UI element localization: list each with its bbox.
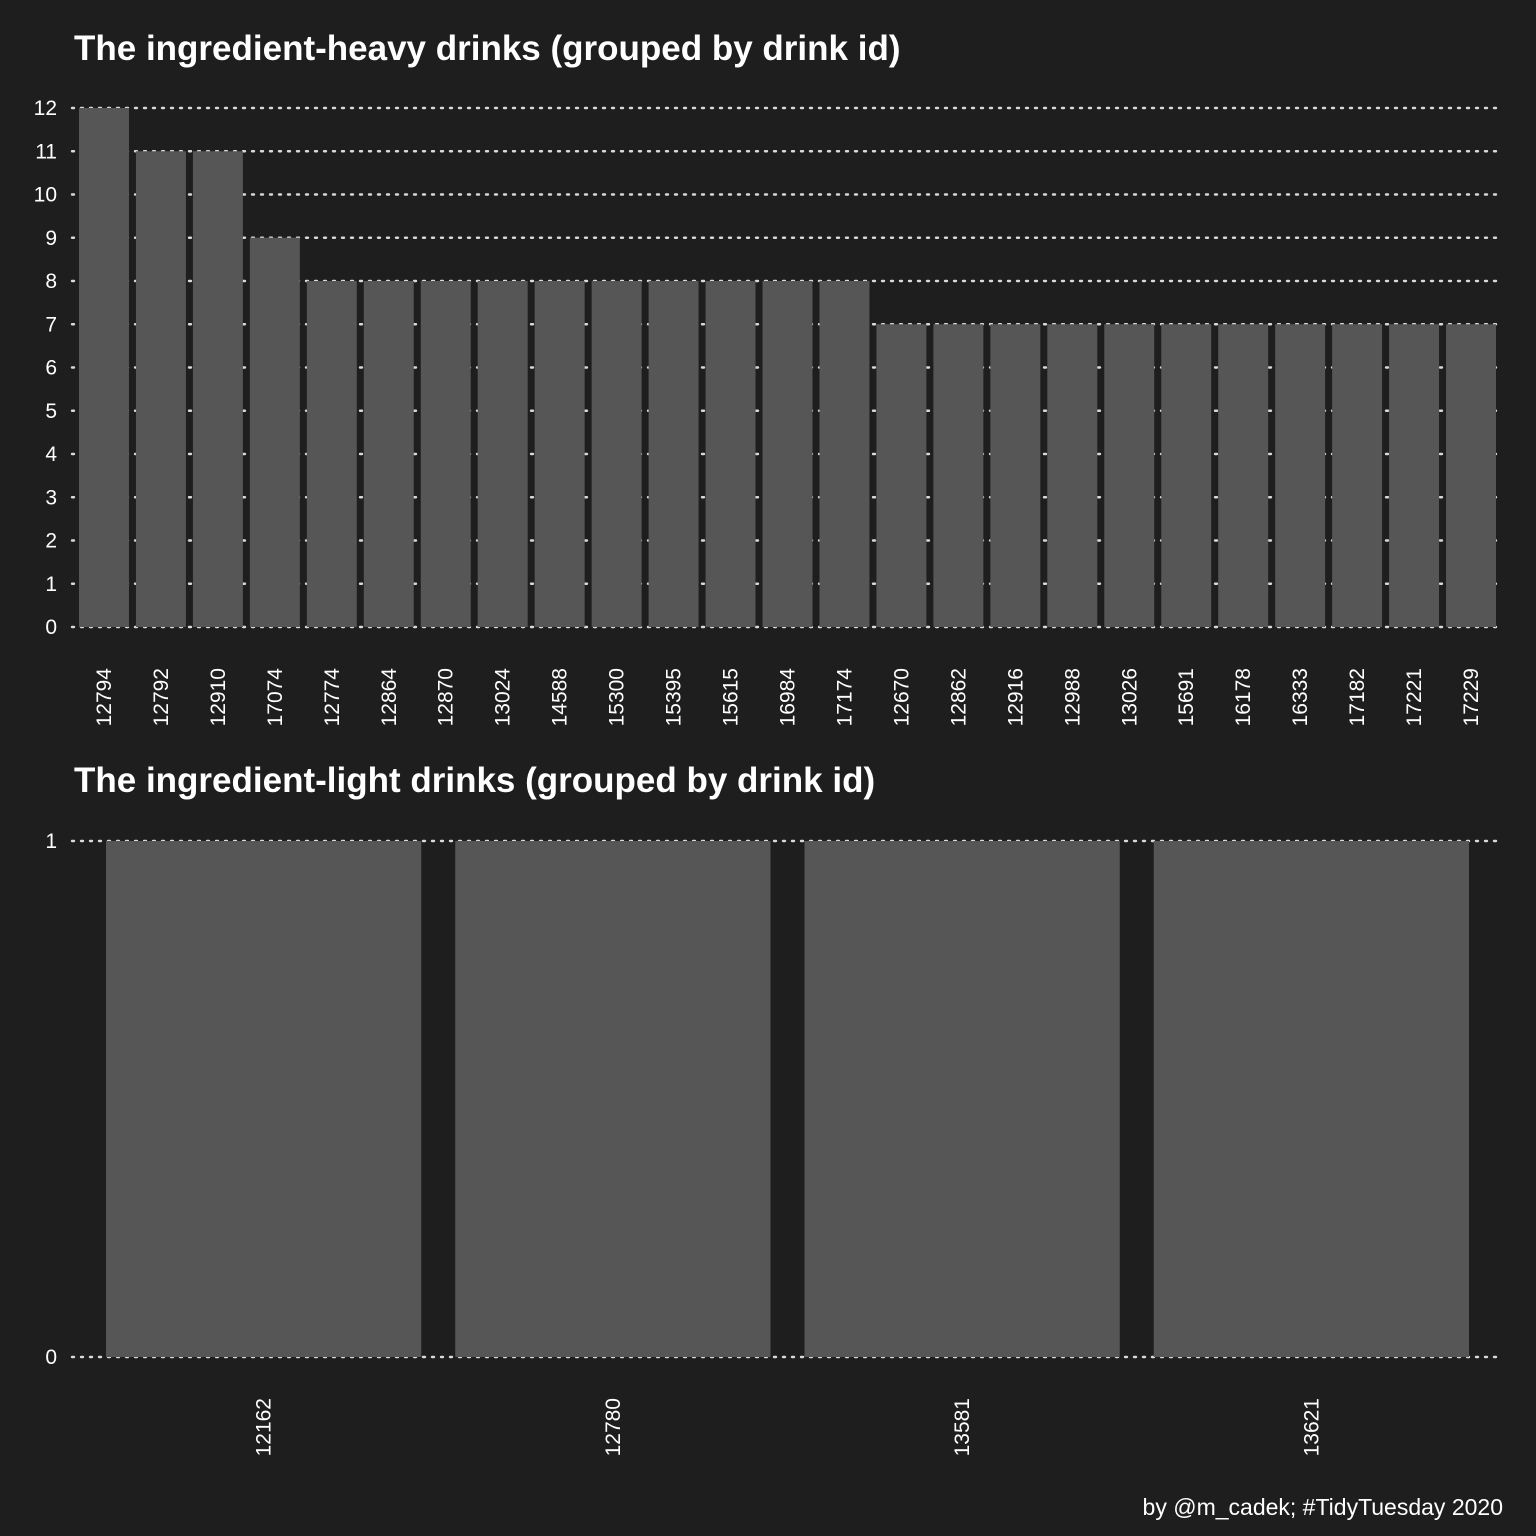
heavy-x-tick-label: 12870: [435, 668, 458, 726]
heavy-bar-17221: [1389, 324, 1440, 627]
heavy-drinks-title: The ingredient-heavy drinks (grouped by …: [74, 29, 900, 68]
heavy-x-tick-label: 17074: [264, 668, 287, 727]
heavy-x-tick-label: 12988: [1061, 668, 1084, 726]
heavy-y-tick-label: 4: [45, 443, 57, 466]
heavy-x-tick-label: 15300: [606, 668, 629, 726]
heavy-x-tick-label: 12862: [947, 668, 970, 726]
heavy-bar-16984: [762, 281, 813, 627]
heavy-y-tick-label: 5: [45, 400, 57, 423]
heavy-y-tick-label: 7: [45, 313, 57, 336]
heavy-x-tick-label: 15395: [663, 668, 686, 726]
heavy-x-tick-label: 15615: [720, 668, 743, 726]
heavy-y-tick-label: 3: [45, 486, 57, 509]
heavy-bar-13026: [1104, 324, 1155, 627]
light-bar-12780: [455, 841, 771, 1357]
heavy-x-tick-label: 15691: [1175, 668, 1198, 726]
heavy-bar-17229: [1446, 324, 1496, 627]
heavy-bar-15395: [648, 281, 699, 627]
heavy-bar-12864: [363, 281, 414, 627]
heavy-x-tick-label: 13026: [1118, 668, 1141, 726]
heavy-x-tick-label: 12916: [1004, 668, 1027, 726]
heavy-x-tick-label: 12794: [93, 668, 116, 727]
heavy-x-tick-label: 16333: [1289, 668, 1312, 726]
heavy-x-tick-label: 12670: [890, 668, 913, 726]
heavy-bar-12988: [1047, 324, 1098, 627]
light-drinks-x-axis: 12162 12780 13581 13621: [253, 1398, 1324, 1456]
heavy-bar-12774: [306, 281, 357, 627]
light-y-tick-label: 0: [45, 1346, 57, 1369]
heavy-y-tick-label: 1: [45, 573, 57, 596]
heavy-x-tick-label: 17182: [1346, 668, 1369, 726]
heavy-bar-12910: [192, 151, 243, 627]
heavy-x-tick-label: 14588: [549, 668, 572, 726]
light-x-tick-label: 12780: [602, 1398, 625, 1456]
light-drinks-bars: [106, 841, 1469, 1357]
heavy-x-tick-label: 16984: [777, 668, 800, 727]
heavy-bar-15300: [591, 281, 642, 627]
caption: by @m_cadek; #TidyTuesday 2020: [1143, 1494, 1503, 1520]
heavy-x-tick-label: 13024: [492, 668, 515, 727]
heavy-y-tick-label: 2: [45, 530, 57, 553]
heavy-bar-17182: [1332, 324, 1383, 627]
light-bar-13621: [1153, 841, 1469, 1357]
light-x-tick-label: 13581: [951, 1398, 974, 1456]
heavy-bar-16178: [1218, 324, 1269, 627]
heavy-bar-17074: [249, 237, 300, 627]
heavy-bar-12794: [79, 108, 129, 627]
heavy-bar-14588: [534, 281, 585, 627]
heavy-x-tick-label: 17229: [1460, 668, 1483, 726]
light-drinks-panel: The ingredient-light drinks (grouped by …: [45, 761, 1505, 1456]
light-x-tick-label: 13621: [1300, 1398, 1323, 1456]
heavy-x-tick-label: 12774: [321, 668, 344, 727]
heavy-bar-15691: [1161, 324, 1212, 627]
light-drinks-y-axis: 01: [45, 830, 57, 1369]
heavy-y-tick-label: 0: [45, 616, 57, 639]
heavy-drinks-x-axis: 12794 12792 12910 17074 12774 12864 12870 13024…: [93, 668, 1483, 727]
heavy-y-tick-label: 10: [34, 184, 57, 207]
heavy-x-tick-label: 17221: [1403, 668, 1426, 726]
light-drinks-title: The ingredient-light drinks (grouped by …: [74, 761, 875, 800]
light-bar-12162: [106, 841, 422, 1357]
heavy-y-tick-label: 12: [34, 97, 57, 120]
heavy-bar-17174: [819, 281, 870, 627]
heavy-bar-12916: [990, 324, 1041, 627]
heavy-bar-12870: [420, 281, 471, 627]
heavy-x-tick-label: 12864: [378, 668, 401, 727]
heavy-x-tick-label: 12792: [150, 668, 173, 726]
heavy-bar-12792: [135, 151, 186, 627]
heavy-bar-12862: [933, 324, 984, 627]
heavy-bar-15615: [705, 281, 756, 627]
heavy-bar-12670: [876, 324, 927, 627]
heavy-x-tick-label: 16178: [1232, 668, 1255, 726]
heavy-drinks-panel: The ingredient-heavy drinks (grouped by …: [34, 29, 1505, 727]
light-y-tick-label: 1: [45, 830, 57, 853]
heavy-x-tick-label: 17174: [833, 668, 856, 727]
heavy-drinks-bars: [79, 108, 1496, 627]
heavy-y-tick-label: 11: [35, 140, 57, 163]
light-bar-13581: [804, 841, 1120, 1357]
heavy-y-tick-label: 9: [45, 227, 57, 250]
light-x-tick-label: 12162: [253, 1398, 276, 1456]
heavy-y-tick-label: 6: [45, 357, 57, 380]
heavy-y-tick-label: 8: [45, 270, 57, 293]
heavy-x-tick-label: 12910: [207, 668, 230, 726]
heavy-bar-16333: [1275, 324, 1326, 627]
heavy-bar-13024: [477, 281, 528, 627]
